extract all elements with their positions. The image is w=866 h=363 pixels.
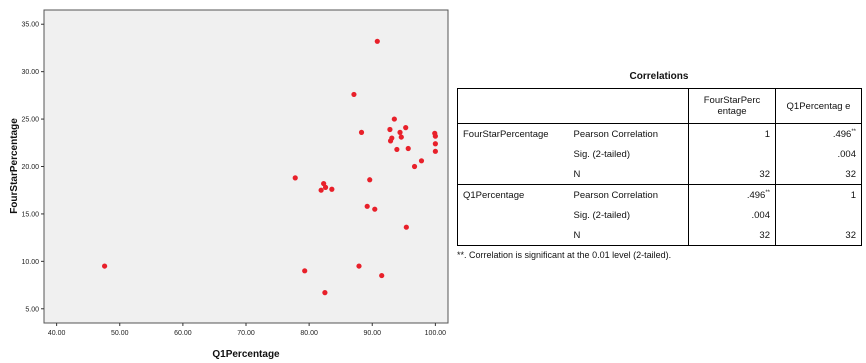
table-row: N 32 32	[458, 225, 862, 246]
table-row: Sig. (2-tailed) .004	[458, 205, 862, 225]
row-variable	[458, 225, 569, 246]
x-tick-label: 100.00	[425, 330, 447, 337]
y-tick-label: 5.00	[25, 306, 39, 313]
scatter-plot: 5.00 10.00 15.00 20.00 25.00 30.00 35.00 40.00…	[9, 9, 449, 360]
table-row: FourStarPercentage Pearson Correlation 1…	[458, 123, 862, 144]
data-point	[403, 125, 409, 131]
table-cell	[775, 205, 862, 225]
row-variable	[458, 144, 569, 164]
significance-marker: **	[851, 128, 856, 135]
y-tick-label: 25.00	[21, 117, 39, 124]
data-point	[372, 206, 378, 212]
data-point	[318, 187, 324, 193]
table-title: Correlations	[629, 71, 689, 82]
table-cell: .496**	[775, 123, 862, 144]
row-variable	[457, 164, 569, 185]
header-blank-cell	[457, 88, 569, 124]
data-point	[367, 177, 373, 183]
row-statistic: N	[573, 229, 581, 241]
y-tick-label: 10.00	[21, 259, 39, 266]
table-row: Q1Percentage Pearson Correlation .496** …	[458, 184, 862, 205]
data-point	[102, 263, 108, 269]
x-axis-ticks: 40.00 50.00 60.00 70.00 80.00 90.00 100.00	[48, 323, 446, 337]
data-point	[394, 146, 400, 153]
data-point	[364, 203, 370, 209]
row-statistic: Sig. (2-tailed)	[573, 148, 631, 160]
x-tick-label: 80.00	[300, 330, 318, 337]
data-point	[391, 116, 397, 122]
data-point	[418, 158, 425, 164]
table-cell: .496**	[688, 184, 776, 205]
data-point	[432, 148, 438, 154]
y-tick-label: 30.00	[21, 69, 39, 76]
data-point	[322, 184, 329, 190]
table-row: N 32 32	[457, 164, 862, 185]
table-cell: .004	[688, 205, 776, 225]
data-points	[102, 38, 438, 296]
data-point	[302, 268, 308, 274]
data-point	[405, 145, 411, 152]
data-point	[389, 135, 395, 141]
data-point	[358, 129, 365, 135]
data-point	[387, 126, 393, 133]
row-statistic: Pearson Correlation	[573, 128, 659, 140]
data-point	[398, 134, 404, 140]
x-tick-label: 70.00	[237, 330, 255, 337]
row-statistic: Pearson Correlation	[573, 189, 659, 201]
column-header: Q1Percentag e	[775, 88, 862, 124]
data-point	[351, 91, 357, 98]
data-point	[322, 290, 328, 296]
y-tick-label: 15.00	[21, 211, 39, 218]
y-tick-label: 35.00	[21, 22, 39, 29]
data-point	[432, 141, 438, 147]
row-variable: FourStarPercentage	[463, 128, 549, 140]
table-cell: 1	[775, 184, 862, 205]
plot-area-background	[43, 9, 449, 324]
column-header: FourStarPerc entage	[688, 88, 776, 124]
data-point	[329, 186, 335, 192]
x-axis-title: Q1Percentage	[212, 349, 280, 360]
table-cell: 1	[688, 123, 776, 144]
x-tick-label: 60.00	[174, 330, 192, 337]
table-cell	[688, 144, 776, 164]
table-cell: .004	[775, 144, 862, 164]
scatter-plot-panel: 5.00 10.00 15.00 20.00 25.00 30.00 35.00 40.00…	[9, 9, 449, 360]
table-row: Sig. (2-tailed) .004	[458, 144, 862, 164]
table-footnote: **. Correlation is significant at the 0.…	[457, 250, 672, 260]
x-tick-label: 90.00	[363, 330, 381, 337]
table-cell: 32	[775, 164, 862, 185]
data-point	[374, 38, 380, 44]
data-point	[379, 272, 385, 279]
significance-marker: **	[765, 189, 770, 196]
data-point	[397, 129, 403, 135]
correlations-panel: Correlations FourStarPerc entage Q1Perce…	[457, 70, 862, 260]
y-axis-title: FourStarPercentage	[9, 118, 20, 214]
table-cell: 32	[688, 164, 776, 185]
header-row: FourStarPerc entage Q1Percentag e	[457, 88, 862, 124]
y-axis-ticks: 5.00 10.00 15.00 20.00 25.00 30.00 35.00	[21, 22, 44, 313]
x-tick-label: 40.00	[48, 330, 66, 337]
data-point	[292, 175, 298, 181]
table-cell: 32	[775, 225, 862, 246]
row-variable	[458, 205, 569, 225]
cell-value: .496	[832, 128, 852, 140]
header-blank-cell	[568, 88, 689, 124]
y-tick-label: 20.00	[21, 164, 39, 171]
row-statistic: N	[568, 164, 689, 185]
data-point	[411, 163, 418, 170]
row-statistic: Sig. (2-tailed)	[573, 209, 631, 221]
data-point	[432, 133, 438, 139]
data-point	[403, 224, 409, 230]
cell-value: .496	[746, 189, 766, 201]
table-cell: 32	[688, 225, 776, 246]
x-tick-label: 50.00	[111, 330, 129, 337]
row-variable: Q1Percentage	[463, 189, 525, 201]
correlations-table: FourStarPerc entage Q1Percentag e FourSt…	[457, 88, 862, 246]
data-point	[356, 263, 362, 269]
